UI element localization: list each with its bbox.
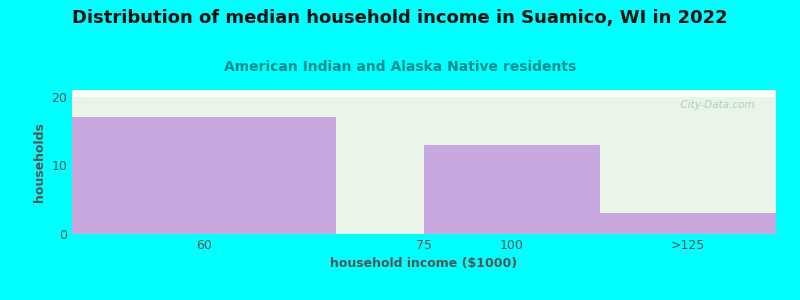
- Bar: [72, 97, 336, 234]
- Bar: [424, 97, 600, 234]
- Text: Distribution of median household income in Suamico, WI in 2022: Distribution of median household income …: [72, 9, 728, 27]
- Text: American Indian and Alaska Native residents: American Indian and Alaska Native reside…: [224, 60, 576, 74]
- Bar: [336, 97, 424, 234]
- Bar: [72, 117, 336, 234]
- Text: City-Data.com: City-Data.com: [674, 100, 755, 110]
- Bar: [424, 145, 600, 234]
- X-axis label: household income ($1000): household income ($1000): [330, 257, 518, 270]
- Y-axis label: households: households: [33, 122, 46, 202]
- Bar: [600, 213, 776, 234]
- Bar: [600, 97, 776, 234]
